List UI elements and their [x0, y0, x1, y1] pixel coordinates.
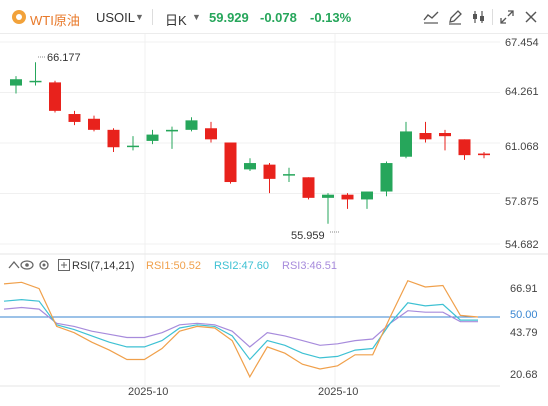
candlestick-series: [10, 62, 490, 224]
candle: [341, 193, 354, 209]
candle: [244, 158, 256, 171]
add-indicator-icon[interactable]: [58, 258, 70, 276]
candle: [88, 115, 100, 132]
settings-sliders-icon[interactable]: [470, 8, 488, 26]
divider: [492, 9, 493, 25]
candle: [49, 80, 61, 113]
candle: [263, 163, 276, 194]
rsi1-value: RSI1:50.52: [146, 260, 202, 272]
candle: [68, 110, 81, 126]
low-annotation: 55.959: [291, 230, 340, 242]
eye-icon[interactable]: [20, 258, 34, 276]
price-change-pct: -0.13%: [310, 10, 352, 25]
candle-body: [419, 133, 432, 140]
high-annotation: 66.177: [38, 52, 81, 64]
candle-body: [127, 145, 139, 148]
candle: [458, 139, 471, 160]
line-chart-icon[interactable]: [422, 8, 440, 26]
rsi3-value: RSI3:46.51: [282, 260, 338, 272]
candle-body: [400, 131, 412, 157]
candle-body: [224, 142, 237, 183]
expand-icon[interactable]: [498, 8, 516, 26]
price-axis: 67.454 64.261 61.068 57.875 54.682: [505, 37, 539, 251]
candle: [10, 76, 22, 94]
candle-body: [283, 174, 295, 176]
oil-logo-icon: [12, 10, 26, 24]
interval-selector[interactable]: 日K: [165, 13, 187, 28]
candle: [302, 177, 315, 200]
candle-body: [361, 191, 373, 200]
candle-body: [341, 194, 354, 200]
candle: [205, 121, 217, 143]
price-tick: 61.068: [505, 141, 539, 153]
candle-body: [107, 129, 120, 148]
candle-body: [68, 114, 81, 122]
candle-body: [244, 163, 256, 170]
candle-body: [185, 120, 198, 130]
rsi-tick-ref: 50.00: [510, 309, 538, 321]
candle: [29, 62, 42, 86]
symbol-code[interactable]: USOIL: [96, 10, 136, 25]
price-chart[interactable]: 66.177 55.959 2025-10 2025-10 67.454 64.…: [0, 34, 548, 406]
rsi-series: [0, 279, 500, 379]
candle-body: [263, 164, 276, 179]
candle: [322, 193, 334, 224]
candle: [166, 126, 178, 149]
grid-lines: [0, 34, 500, 386]
rsi-tick: 66.91: [510, 283, 538, 295]
candle-body: [29, 80, 42, 83]
price-tick: 67.454: [505, 37, 539, 49]
candle: [478, 151, 490, 159]
candle: [380, 161, 393, 197]
price-tick: 54.682: [505, 239, 539, 251]
price-tick: 57.875: [505, 196, 539, 208]
gear-icon[interactable]: [38, 258, 50, 276]
candle: [283, 167, 295, 183]
candle-body: [302, 177, 315, 198]
divider: [152, 9, 153, 25]
x-tick-label: 2025-10: [128, 386, 168, 398]
candle-body: [10, 79, 22, 86]
candle-body: [88, 118, 100, 130]
last-price: 59.929: [209, 10, 249, 25]
rsi2-value: RSI2:47.60: [214, 260, 270, 272]
candle: [224, 142, 237, 184]
rsi-axis: 66.91 50.00 43.79 20.68: [510, 283, 538, 381]
rsi3-line: [3, 306, 478, 348]
collapse-icon[interactable]: [8, 258, 20, 276]
price-change: -0.078: [260, 10, 297, 25]
candle: [185, 117, 198, 132]
candle: [361, 191, 373, 209]
candle-body: [439, 133, 451, 137]
top-toolbar: WTI原油 USOIL ▼ 日K ▼ 59.929 -0.078 -0.13%: [0, 0, 548, 34]
rsi2-line: [3, 298, 478, 361]
candle: [127, 136, 139, 151]
candle: [107, 128, 120, 152]
candle-body: [49, 82, 61, 111]
candle-body: [478, 153, 490, 156]
chevron-down-icon[interactable]: ▼: [135, 12, 144, 22]
candle: [146, 129, 159, 145]
rsi1-line: [3, 279, 479, 379]
rsi-label[interactable]: RSI(7,14,21): [72, 260, 135, 272]
candle: [400, 121, 412, 159]
symbol-name[interactable]: WTI原油: [30, 13, 80, 28]
price-tick: 64.261: [505, 86, 539, 98]
close-icon[interactable]: [522, 8, 540, 26]
candle-body: [380, 163, 393, 192]
low-label: 55.959: [291, 230, 325, 242]
candle-body: [205, 128, 217, 140]
rsi-tick: 43.79: [510, 327, 538, 339]
candle-body: [322, 194, 334, 198]
draw-pen-icon[interactable]: [446, 8, 464, 26]
candle: [419, 121, 432, 143]
high-label: 66.177: [47, 52, 81, 64]
candle: [439, 129, 451, 151]
candle-body: [146, 134, 159, 141]
x-tick-label: 2025-10: [318, 386, 358, 398]
candle-body: [458, 139, 471, 156]
rsi-tick: 20.68: [510, 369, 538, 381]
chevron-down-icon[interactable]: ▼: [192, 12, 201, 22]
candle-body: [166, 129, 178, 132]
